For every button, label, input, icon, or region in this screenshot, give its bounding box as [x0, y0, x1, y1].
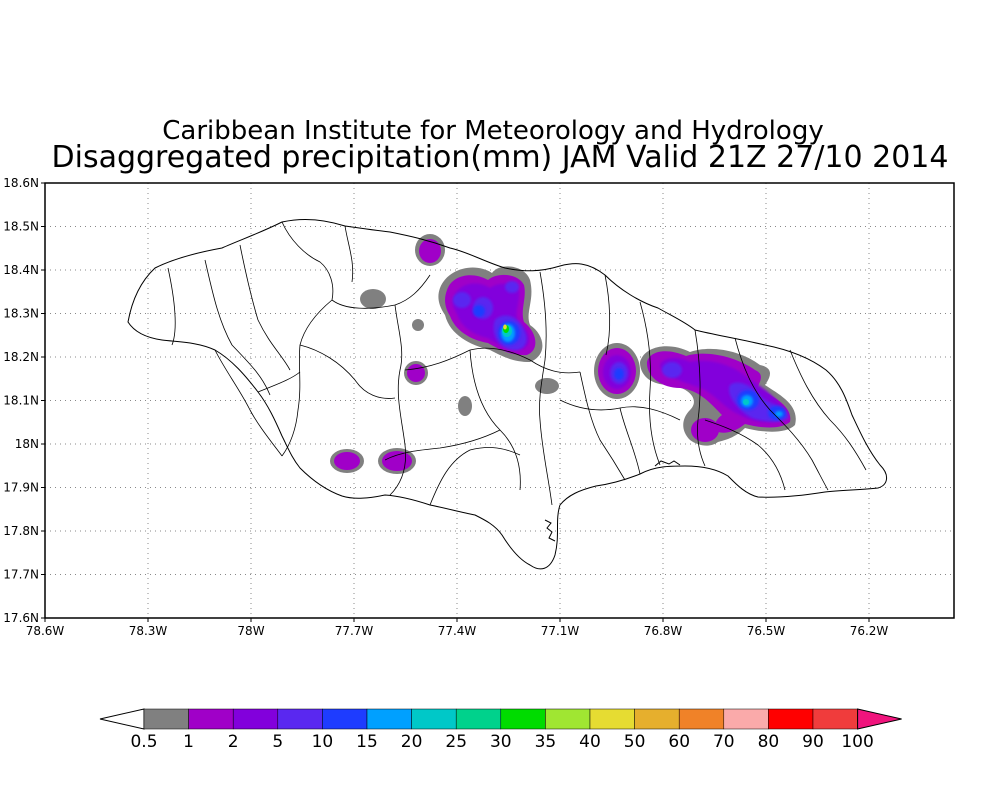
lat-tick-label: 18.6N — [3, 176, 39, 190]
colorbar-label: 100 — [841, 732, 873, 752]
lat-tick-label: 18.3N — [3, 307, 39, 321]
colorbar-swatch — [768, 708, 814, 730]
chart-subtitle: Disaggregated precipitation(mm) JAM Vali… — [52, 140, 949, 175]
plot-frame — [44, 182, 955, 619]
colorbar-label: 60 — [668, 732, 690, 752]
colorbar-label: 2 — [228, 732, 239, 752]
lat-tick-label: 18.4N — [3, 263, 39, 277]
longitude-ticks: 78.6W 78.3W 78W 77.7W 77.4W 77.1W 76.8W 76.5W 76… — [26, 618, 889, 638]
lon-tick-label: 78W — [237, 624, 264, 638]
lat-tick-label: 17.7N — [3, 568, 39, 582]
colorbar-over-triangle — [857, 708, 902, 730]
colorbar-swatch — [723, 708, 769, 730]
colorbar-swatch — [812, 708, 858, 730]
colorbar-under-triangle — [99, 708, 145, 730]
colorbar-label: 25 — [445, 732, 467, 752]
colorbar-label: 1 — [183, 732, 194, 752]
lat-tick-label: 17.9N — [3, 481, 39, 495]
colorbar-label: 40 — [579, 732, 601, 752]
parish-boundaries — [167, 221, 867, 506]
lat-tick-label: 18.5N — [3, 220, 39, 234]
colorbar-swatch — [143, 708, 189, 730]
colorbar-swatch — [277, 708, 323, 730]
lat-tick-label: 17.6N — [3, 611, 39, 625]
lon-tick-label: 77.7W — [335, 624, 374, 638]
colorbar-swatch — [366, 708, 412, 730]
colorbar-swatch — [634, 708, 680, 730]
colorbar-swatch — [232, 708, 279, 730]
colorbar-label: 80 — [758, 732, 780, 752]
lat-tick-label: 17.8N — [3, 524, 39, 538]
colorbar-swatch — [322, 708, 368, 730]
lon-tick-label: 77.1W — [541, 624, 580, 638]
colorbar-swatch — [545, 708, 591, 730]
colorbar-label: 30 — [490, 732, 512, 752]
lat-tick-label: 18.2N — [3, 350, 39, 364]
lon-tick-label: 77.4W — [438, 624, 477, 638]
lat-tick-label: 18N — [15, 437, 39, 451]
colorbar-swatch — [500, 708, 546, 730]
colorbar: 0.5 1 2 5 10 15 20 25 30 35 40 50 60 70 80 90 100 — [99, 708, 902, 752]
colorbar-label: 0.5 — [130, 732, 157, 752]
latitude-ticks: 18.6N 18.5N 18.4N 18.3N 18.2N 18.1N 18N 17.9N 17… — [3, 176, 45, 625]
colorbar-label: 50 — [624, 732, 646, 752]
colorbar-label: 15 — [356, 732, 378, 752]
colorbar-swatch — [589, 708, 635, 730]
colorbar-label: 5 — [272, 732, 283, 752]
graticule — [45, 183, 954, 618]
lon-tick-label: 78.6W — [26, 624, 65, 638]
colorbar-swatch — [678, 708, 725, 730]
lon-tick-label: 76.2W — [850, 624, 889, 638]
lon-tick-label: 76.8W — [644, 624, 683, 638]
colorbar-swatch — [411, 708, 457, 730]
colorbar-label: 10 — [312, 732, 334, 752]
colorbar-swatch — [188, 708, 234, 730]
colorbar-label: 90 — [802, 732, 824, 752]
colorbar-swatch — [455, 708, 502, 730]
chart-title: Caribbean Institute for Meteorology and … — [162, 116, 823, 146]
precipitation-field — [330, 234, 796, 474]
lat-tick-label: 18.1N — [3, 394, 39, 408]
colorbar-label: 70 — [713, 732, 735, 752]
lon-tick-label: 78.3W — [129, 624, 168, 638]
colorbar-label: 20 — [401, 732, 423, 752]
colorbar-label: 35 — [535, 732, 557, 752]
lon-tick-label: 76.5W — [747, 624, 786, 638]
precip-50mm — [503, 324, 507, 330]
